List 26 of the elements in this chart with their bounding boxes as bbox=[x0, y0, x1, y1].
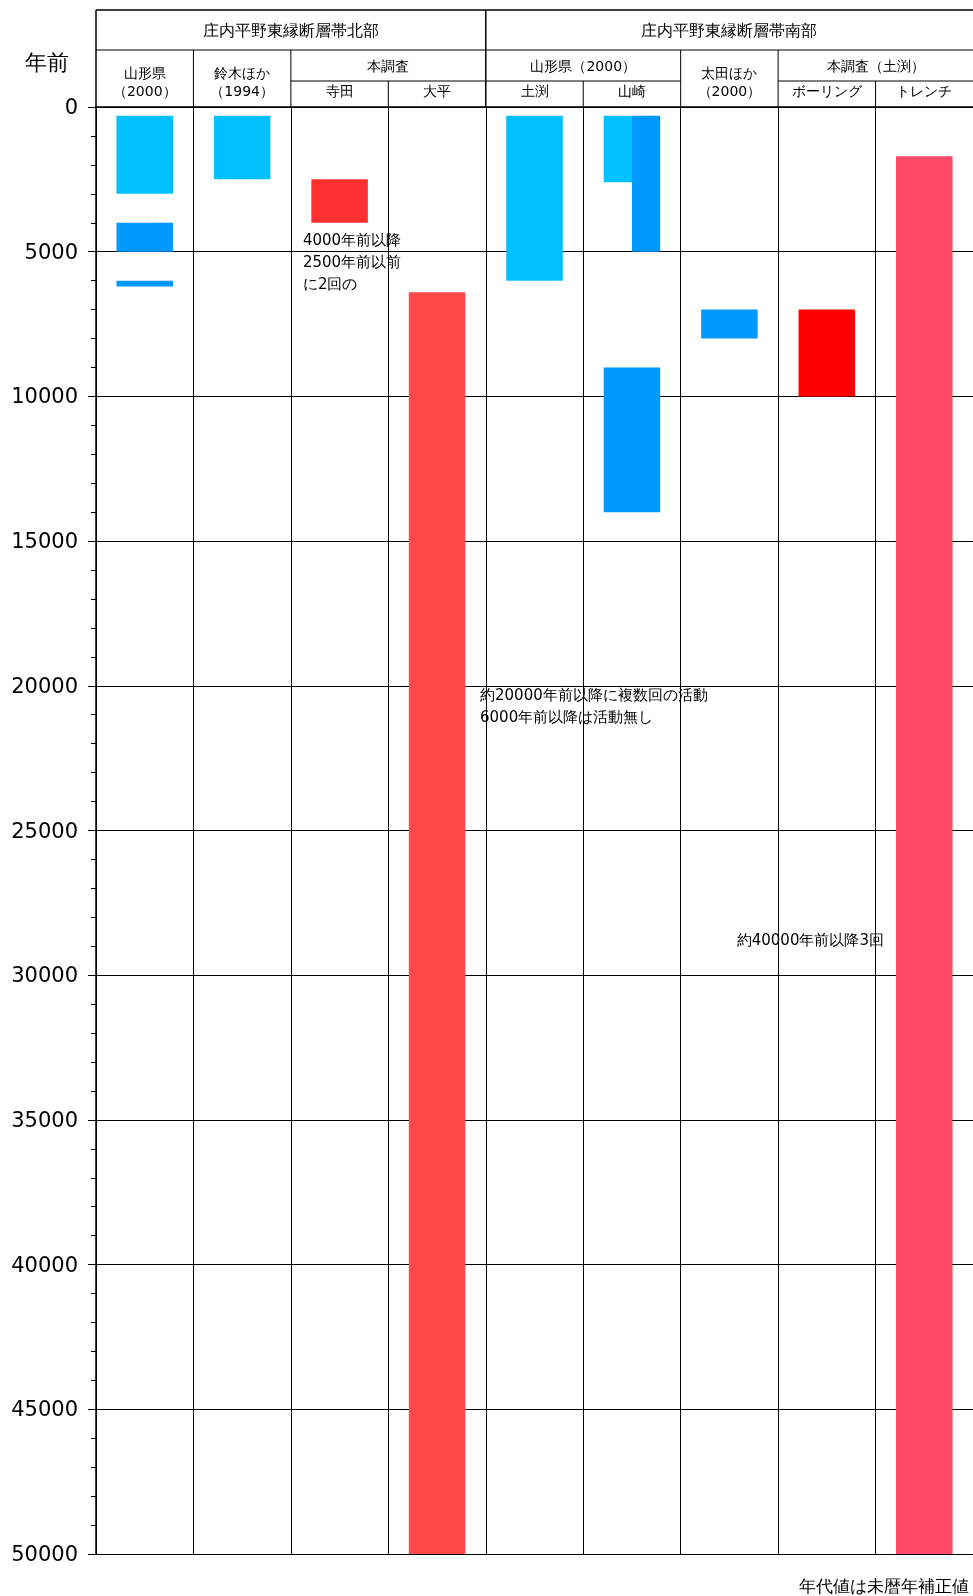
x-tick-label: 土渕 bbox=[520, 83, 549, 99]
x-tick-label: 太田ほか（2000） bbox=[697, 65, 762, 99]
x-tick-label: ボーリング bbox=[791, 83, 863, 99]
text: 庄内平野東縁断層帯北部 bbox=[202, 20, 379, 40]
x-tick-label: トレンチ bbox=[896, 83, 953, 99]
y-tick-label: 25000 bbox=[11, 818, 78, 843]
y-tick-label: 10000 bbox=[11, 384, 78, 409]
x-tick-label: 鈴木ほか（1994） bbox=[210, 65, 274, 99]
y-tick-label: 30000 bbox=[11, 963, 78, 988]
y-axis-title: 年前 bbox=[25, 49, 69, 75]
text: 本調査（土渕） bbox=[826, 57, 925, 74]
text: 庄内平野東縁断層帯南部 bbox=[641, 20, 818, 40]
x-tick-label: 寺田 bbox=[325, 83, 354, 99]
y-tick-label: 20000 bbox=[11, 673, 78, 698]
y-tick-label: 5000 bbox=[24, 239, 78, 264]
y-tick-label: 50000 bbox=[11, 1542, 78, 1566]
x-tick-label: 山形県（2000） bbox=[112, 65, 177, 99]
y-tick-label: 40000 bbox=[11, 1252, 78, 1277]
text: 本調査 bbox=[367, 57, 410, 74]
y-tick-label: 0 bbox=[64, 95, 78, 119]
text: 年代値は未暦年補正値 bbox=[799, 1576, 969, 1596]
y-tick-label: 45000 bbox=[11, 1397, 78, 1422]
x-tick-label: 山崎 bbox=[617, 83, 646, 99]
x-tick-label: 大平 bbox=[423, 83, 452, 99]
y-tick-label: 15000 bbox=[11, 529, 78, 554]
y-tick-label: 35000 bbox=[11, 1107, 78, 1132]
